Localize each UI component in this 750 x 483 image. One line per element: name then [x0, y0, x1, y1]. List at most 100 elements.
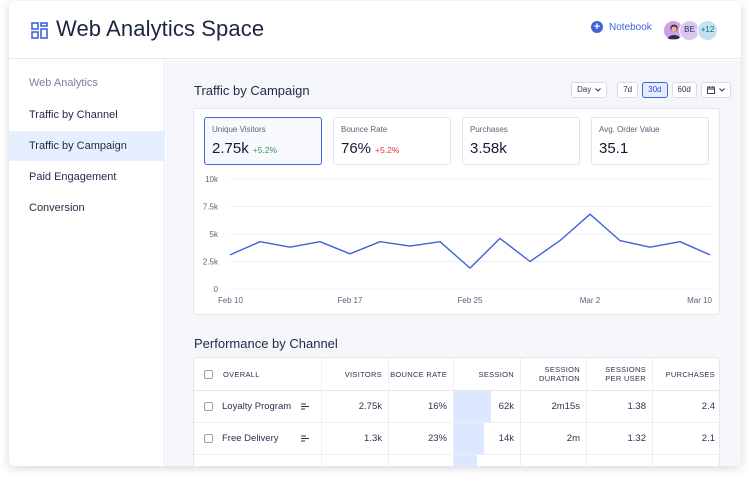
kpi-delta: +5.2%	[252, 145, 278, 155]
kpi-label: Avg. Order Value	[599, 125, 660, 134]
x-tick-label: Mar 10	[687, 296, 712, 305]
select-all-checkbox[interactable]	[204, 369, 213, 379]
app-title: Web Analytics Space	[56, 16, 265, 41]
date-picker-button[interactable]	[700, 82, 731, 98]
x-tick-label: Feb 17	[338, 296, 363, 305]
table-cell	[322, 455, 389, 466]
data-point[interactable]	[556, 237, 564, 245]
header-overall: OVERALL	[194, 358, 322, 391]
row-breakdown-icon[interactable]	[301, 403, 309, 410]
x-tick-label: Feb 25	[458, 296, 483, 305]
table-cell: 1.3k	[322, 423, 389, 455]
avatar-more-count[interactable]: +12	[697, 20, 718, 41]
chevron-down-icon	[719, 88, 725, 92]
session-fill-bar	[454, 455, 477, 466]
x-tick-label: Mar 2	[580, 296, 601, 305]
kpi-number: 2.75k	[212, 140, 249, 157]
row-name-cell: Free Delivery	[194, 423, 322, 455]
data-point[interactable]	[286, 243, 294, 251]
table-cell: 1.38	[587, 391, 653, 423]
column-header[interactable]: SESSIONS PER USER	[587, 358, 653, 391]
kpi-label: Bounce Rate	[341, 125, 388, 134]
kpi-unique-visitors[interactable]: Unique Visitors 2.75k +5.2%	[204, 117, 322, 165]
app-window: Web Analytics Space + Notebook BE +12 We…	[9, 1, 741, 466]
x-tick-label: Feb 10	[218, 296, 243, 305]
column-header[interactable]: VISITORS	[322, 358, 389, 391]
row-checkbox[interactable]	[204, 434, 213, 443]
data-point[interactable]	[676, 238, 684, 246]
table-cell: 14k	[454, 423, 521, 455]
row-name: Loyalty Program	[222, 401, 292, 412]
data-point[interactable]	[616, 237, 624, 245]
section-title-performance: Performance by Channel	[194, 336, 338, 351]
data-point[interactable]	[586, 210, 594, 218]
table-cell	[653, 455, 719, 466]
table-cell: 23%	[389, 423, 454, 455]
kpi-number: 76%	[341, 140, 372, 157]
column-header[interactable]: BOUNCE RATE	[389, 358, 454, 391]
range-7d-button[interactable]: 7d	[617, 82, 639, 98]
data-point[interactable]	[406, 242, 414, 250]
chevron-down-icon	[595, 88, 602, 92]
column-header[interactable]: SESSION DURATION	[521, 358, 587, 391]
kpi-value: 3.58k	[470, 140, 507, 157]
kpi-value: 2.75k +5.2%	[212, 140, 277, 157]
table-cell: 2.75k	[322, 391, 389, 423]
kpi-avg-order-value[interactable]: Avg. Order Value 35.1	[591, 117, 709, 165]
data-point[interactable]	[526, 258, 534, 266]
session-fill-bar	[454, 423, 484, 455]
y-tick-label: 0	[214, 285, 219, 294]
main-content: Traffic by Campaign Day 7d 30d 60d Uniqu…	[166, 60, 741, 466]
top-bar: Web Analytics Space + Notebook BE +12	[9, 1, 741, 59]
y-tick-label: 5k	[210, 230, 219, 239]
data-point[interactable]	[256, 238, 264, 246]
data-point[interactable]	[346, 250, 354, 258]
section-title-traffic: Traffic by Campaign	[194, 83, 310, 98]
notebook-button[interactable]: + Notebook	[591, 21, 652, 33]
table-cell: 2.4	[653, 391, 719, 423]
series-line[interactable]	[229, 213, 711, 269]
y-tick-label: 10k	[205, 175, 219, 184]
table-cell: 2m	[521, 423, 587, 455]
sidebar-item-conversion[interactable]: Conversion	[29, 202, 85, 214]
sidebar-item-paid-engagement[interactable]: Paid Engagement	[29, 171, 117, 183]
data-point[interactable]	[226, 251, 234, 259]
traffic-line-chart: 10k 7.5k 5k 2.5k 0 Feb 10 Feb 17 Feb 25 Mar 2 Mar…	[203, 175, 714, 305]
column-header[interactable]: PURCHASES	[653, 358, 719, 391]
kpi-bounce-rate[interactable]: Bounce Rate 76% +5.2%	[333, 117, 451, 165]
plus-icon: +	[591, 21, 603, 33]
kpi-delta: +5.2%	[375, 145, 400, 155]
table-cell	[454, 455, 521, 466]
y-tick-label: 7.5k	[203, 203, 219, 212]
table-cell	[587, 455, 653, 466]
dashboard-grid-icon	[31, 22, 48, 39]
data-point[interactable]	[706, 251, 714, 259]
row-checkbox[interactable]	[204, 402, 213, 411]
table-cell: 1.32	[587, 423, 653, 455]
data-point[interactable]	[496, 234, 504, 242]
data-point[interactable]	[466, 264, 474, 272]
user-photo-icon	[667, 24, 680, 39]
row-breakdown-icon[interactable]	[301, 435, 309, 442]
kpi-purchases[interactable]: Purchases 3.58k	[462, 117, 580, 165]
sidebar-item-traffic-by-campaign[interactable]: Traffic by Campaign	[9, 131, 165, 161]
data-point[interactable]	[646, 243, 654, 251]
column-header[interactable]: SESSION	[454, 358, 521, 391]
kpi-label: Purchases	[470, 125, 508, 134]
data-point[interactable]	[436, 238, 444, 246]
range-30d-button[interactable]: 30d	[642, 82, 668, 98]
interval-select[interactable]: Day	[571, 82, 608, 98]
y-tick-label: 2.5k	[203, 258, 219, 267]
notebook-label: Notebook	[609, 21, 652, 33]
session-fill-bar	[454, 391, 491, 423]
traffic-card: Unique Visitors 2.75k +5.2% Bounce Rate 7…	[193, 108, 720, 315]
sidebar-item-traffic-by-channel[interactable]: Traffic by Channel	[29, 109, 118, 121]
sidebar-heading: Web Analytics	[29, 77, 98, 89]
data-point[interactable]	[376, 238, 384, 246]
performance-table: OVERALL VISITORS BOUNCE RATE SESSION SES…	[193, 357, 720, 466]
kpi-value: 76% +5.2%	[341, 140, 399, 157]
data-point[interactable]	[316, 238, 324, 246]
range-60d-button[interactable]: 60d	[671, 82, 697, 98]
table-cell: 2m15s	[521, 391, 587, 423]
table-cell	[521, 455, 587, 466]
